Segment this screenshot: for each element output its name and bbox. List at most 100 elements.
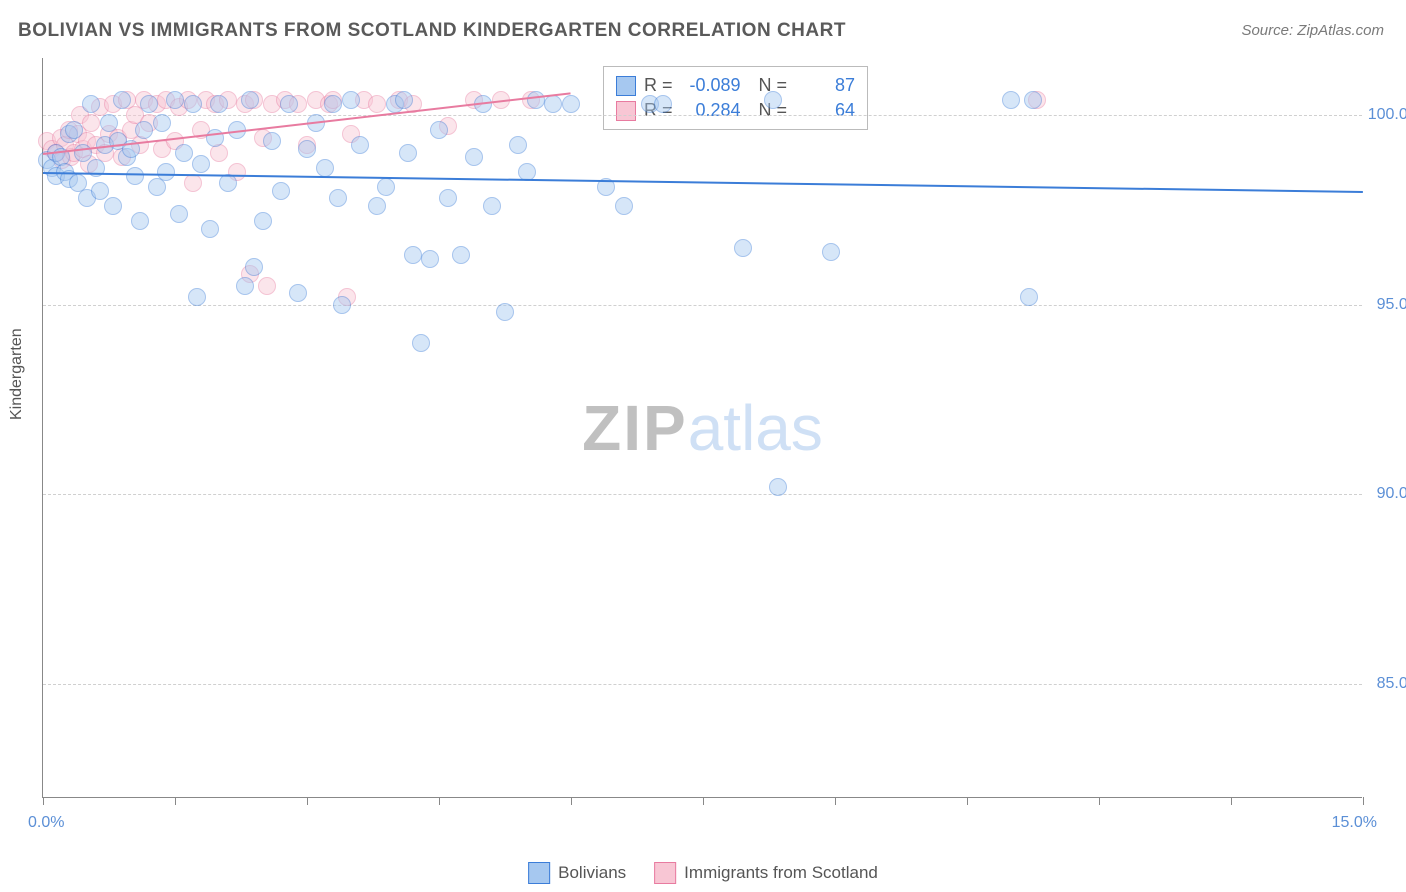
gridline [43,115,1362,116]
y-tick-label: 85.0% [1367,675,1406,693]
y-tick-label: 100.0% [1367,106,1406,124]
data-point [210,95,228,113]
data-point [333,296,351,314]
data-point [184,174,202,192]
data-point [140,95,158,113]
data-point [65,121,83,139]
legend-swatch-pink [654,862,676,884]
watermark-atlas: atlas [688,392,823,464]
data-point [104,197,122,215]
data-point [184,95,202,113]
data-point [82,95,100,113]
data-point [496,303,514,321]
data-point [764,91,782,109]
n-value-pink: 64 [795,100,855,121]
data-point [395,91,413,109]
watermark: ZIPatlas [582,391,823,465]
y-axis-label: Kindergarten [8,328,26,420]
x-tick [307,797,308,805]
data-point [91,182,109,200]
data-point [188,288,206,306]
legend-swatch-blue [528,862,550,884]
data-point [430,121,448,139]
data-point [734,239,752,257]
data-point [126,167,144,185]
data-point [258,277,276,295]
data-point [263,132,281,150]
legend-label-blue: Bolivians [558,863,626,883]
watermark-zip: ZIP [582,392,688,464]
data-point [329,189,347,207]
gridline [43,305,1362,306]
data-point [131,212,149,230]
legend: Bolivians Immigrants from Scotland [528,862,878,884]
data-point [399,144,417,162]
n-value-blue: 87 [795,75,855,96]
data-point [654,95,672,113]
x-tick [703,797,704,805]
data-point [245,258,263,276]
x-axis-max-label: 15.0% [1332,814,1377,832]
x-tick [175,797,176,805]
data-point [1020,288,1038,306]
legend-item-blue: Bolivians [528,862,626,884]
x-tick [1231,797,1232,805]
data-point [527,91,545,109]
gridline [43,494,1362,495]
data-point [412,334,430,352]
data-point [316,159,334,177]
gridline [43,684,1362,685]
stats-swatch-pink [616,101,636,121]
data-point [342,91,360,109]
data-point [201,220,219,238]
data-point [206,129,224,147]
data-point [368,197,386,215]
data-point [439,189,457,207]
source-label: Source: ZipAtlas.com [1241,22,1384,39]
r-value-pink: 0.284 [681,100,741,121]
data-point [135,121,153,139]
data-point [170,205,188,223]
chart-title: BOLIVIAN VS IMMIGRANTS FROM SCOTLAND KIN… [18,20,846,42]
data-point [280,95,298,113]
data-point [368,95,386,113]
data-point [175,144,193,162]
y-tick-label: 90.0% [1367,485,1406,503]
data-point [74,144,92,162]
data-point [421,250,439,268]
regression-line [43,172,1363,193]
legend-label-pink: Immigrants from Scotland [684,863,878,883]
y-tick-label: 95.0% [1367,296,1406,314]
data-point [544,95,562,113]
legend-item-pink: Immigrants from Scotland [654,862,878,884]
data-point [113,91,131,109]
data-point [241,91,259,109]
data-point [254,212,272,230]
r-value-blue: -0.089 [681,75,741,96]
data-point [465,148,483,166]
stats-swatch-blue [616,76,636,96]
data-point [192,155,210,173]
data-point [272,182,290,200]
data-point [153,114,171,132]
x-tick [571,797,572,805]
x-tick [1099,797,1100,805]
data-point [351,136,369,154]
data-point [1024,91,1042,109]
data-point [483,197,501,215]
data-point [324,95,342,113]
data-point [769,478,787,496]
data-point [166,91,184,109]
plot-area: ZIPatlas 0.0% 15.0% R = -0.089 N = 87 R … [42,58,1362,798]
data-point [452,246,470,264]
x-tick [43,797,44,805]
data-point [1002,91,1020,109]
data-point [822,243,840,261]
data-point [404,246,422,264]
data-point [157,163,175,181]
data-point [509,136,527,154]
x-tick [967,797,968,805]
data-point [100,114,118,132]
data-point [562,95,580,113]
data-point [236,277,254,295]
